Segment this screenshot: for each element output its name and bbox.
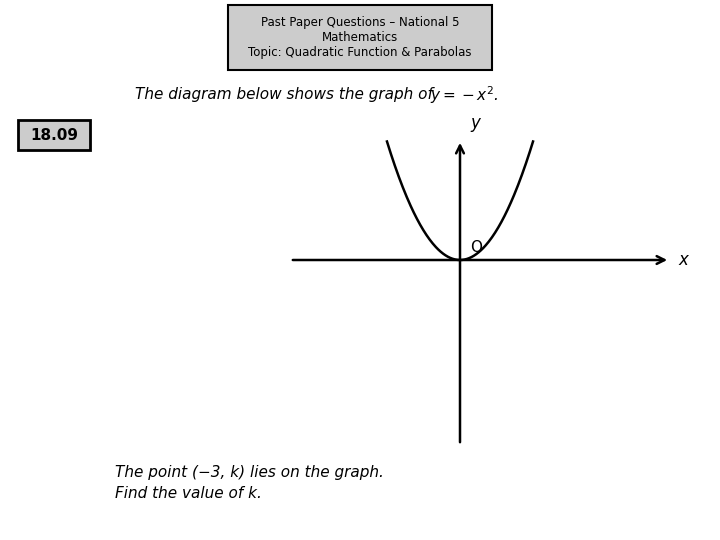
Text: The diagram below shows the graph of: The diagram below shows the graph of xyxy=(135,87,438,103)
Text: y: y xyxy=(470,114,480,132)
FancyBboxPatch shape xyxy=(228,5,492,70)
Text: x: x xyxy=(678,251,688,269)
Text: O: O xyxy=(470,240,482,255)
Text: Find the value of k.: Find the value of k. xyxy=(115,485,262,501)
Text: $y = -x^2$.: $y = -x^2$. xyxy=(430,84,499,106)
Text: 18.09: 18.09 xyxy=(30,127,78,143)
Text: Past Paper Questions – National 5
Mathematics
Topic: Quadratic Function & Parabo: Past Paper Questions – National 5 Mathem… xyxy=(248,16,472,59)
Text: The point (−3, k) lies on the graph.: The point (−3, k) lies on the graph. xyxy=(115,465,384,481)
FancyBboxPatch shape xyxy=(18,120,90,150)
